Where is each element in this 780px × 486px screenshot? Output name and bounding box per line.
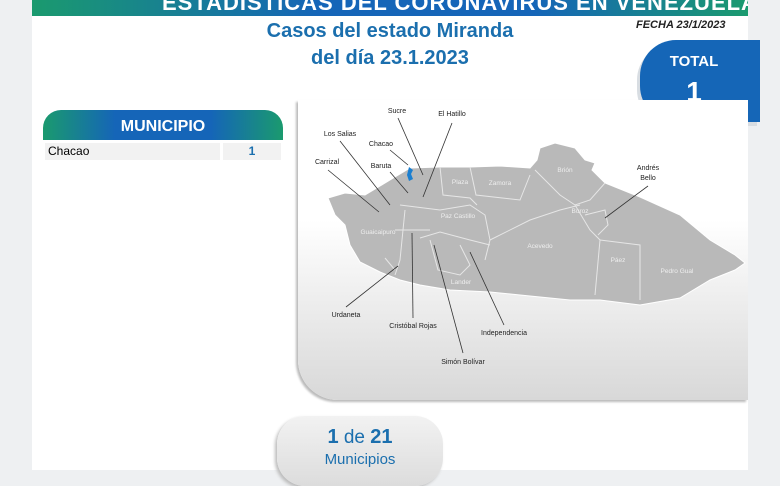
date-label: FECHA 23/1/2023 [636, 19, 726, 31]
label-paez: Páez [611, 257, 626, 264]
label-andres-bello: Andrés [637, 165, 660, 172]
label-urdaneta: Urdaneta [332, 312, 361, 319]
summary-de: de [343, 427, 365, 448]
summary-label: Municipios [324, 451, 396, 468]
label-el-hatillo: El Hatillo [438, 111, 466, 118]
banner-title: ESTADÍSTICAS DEL CORONAVIRUS EN VENEZUEL… [162, 0, 748, 15]
municipio-cases: 1 [223, 143, 281, 160]
label-carrizal: Carrizal [315, 159, 340, 166]
leader-lines [327, 117, 649, 354]
title-line-1: Casos del estado Miranda [266, 20, 514, 42]
chacao-highlight [407, 167, 413, 181]
label-brion: Brión [557, 167, 573, 174]
table-row: Chacao 1 [45, 143, 281, 160]
label-lander: Lander [451, 279, 472, 286]
municipio-name: Chacao [45, 143, 220, 160]
municipio-header: MUNICIPIO [43, 110, 283, 140]
label-baruta: Baruta [371, 163, 392, 170]
label-simon-bolivar: Simón Bolívar [441, 359, 485, 366]
label-zamora: Zamora [489, 180, 512, 187]
label-acevedo: Acevedo [527, 243, 553, 250]
total-label: TOTAL [669, 53, 719, 70]
map-state-outline [327, 142, 746, 306]
page-title: Casos del estado Miranda del día 23.1.202… [230, 18, 550, 72]
label-los-salias: Los Salias [324, 131, 357, 138]
label-chacao: Chacao [369, 141, 393, 148]
label-guaicaipuro: Guaicaipuro [360, 229, 395, 236]
label-plaza: Plaza [452, 179, 469, 186]
municipio-borders [384, 166, 641, 300]
label-paz-castillo: Paz Castillo [441, 213, 476, 220]
title-line-2: del día 23.1.2023 [311, 47, 469, 69]
label-buroz: Buroz [572, 208, 589, 215]
label-independencia: Independencia [481, 330, 527, 337]
summary-count: 1 [327, 426, 339, 448]
label-sucre: Sucre [388, 108, 406, 115]
miranda-map: Sucre El Hatillo Los Salias Chacao Carri… [315, 108, 746, 366]
total-value: 1 [686, 76, 702, 107]
municipios-summary: 1 de 21 Municipios [277, 416, 443, 486]
banner: ESTADÍSTICAS DEL CORONAVIRUS EN VENEZUEL… [32, 0, 748, 16]
summary-total: 21 [370, 426, 393, 448]
label-andres-bello-2: Bello [640, 175, 656, 182]
label-cristobal-rojas: Cristóbal Rojas [389, 323, 437, 330]
label-pedro-gual: Pedro Gual [661, 268, 694, 275]
